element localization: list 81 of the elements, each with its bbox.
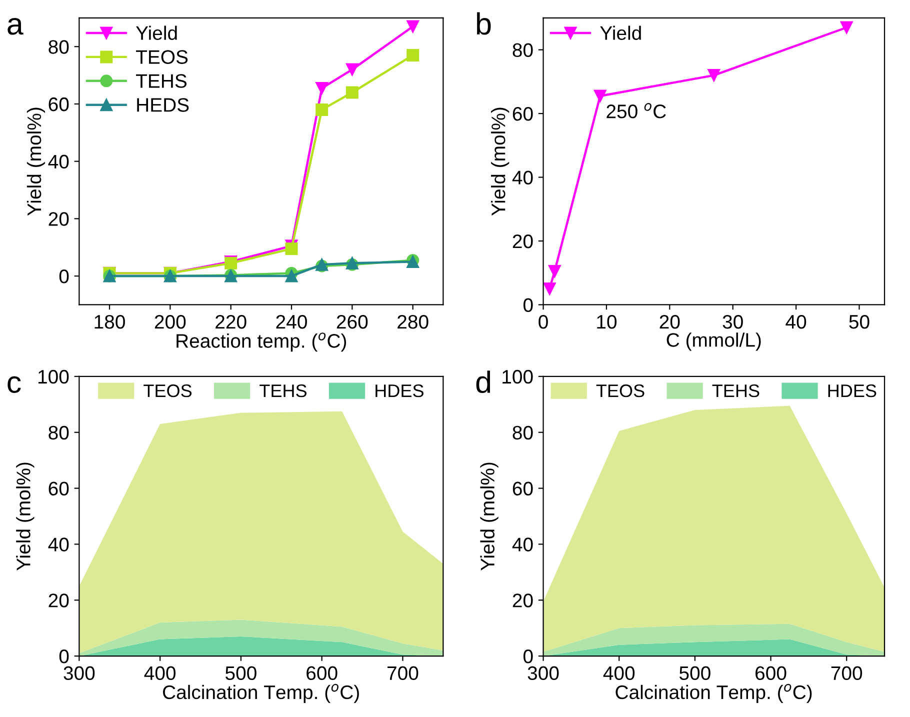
y-tick-label: 80 [512,43,533,58]
y-tick-label: 40 [48,154,69,169]
point [285,270,298,282]
y-tick-label: 60 [512,482,533,496]
point [285,242,298,256]
y-tick-label: 20 [48,212,69,226]
x-tick-label: 500 [679,666,710,680]
y-tick-label: 60 [512,106,533,121]
y-axis-title: Yield (mol%) [16,462,34,571]
point [346,63,358,76]
y-tick-label: 0 [523,650,533,664]
point [543,282,556,296]
x-tick-label: 600 [756,666,786,680]
x-tick-label: 600 [306,666,338,680]
y-tick-label: 60 [48,97,69,112]
legend-label: TEOS [136,50,188,64]
y-tick-label: 80 [48,426,69,440]
legend-label: HEDS [137,98,189,112]
y-tick-label: 20 [48,594,69,608]
legend-label: TEHS [712,384,760,398]
y-tick-label: 100 [502,370,533,384]
x-axis-title: Calcination Temp. ($^{o}$C) [162,684,359,704]
chart-title: d [476,370,490,394]
x-tick-label: 40 [786,314,806,329]
x-tick-label: 500 [226,666,256,680]
legend-label: HDES [376,384,424,398]
x-tick-label: 700 [831,666,862,680]
y-tick-label: 20 [512,234,533,248]
legend-label: Yield [136,26,177,40]
y-tick-label: 80 [48,40,69,54]
point [548,265,561,278]
annotation: 250 $^{o}$C [606,103,666,118]
legend-label: TEHS [136,74,187,88]
legend-label: HDES [828,384,876,398]
x-tick-label: 30 [722,314,743,329]
chart-title: c [8,376,21,394]
y-tick-label: 100 [38,370,69,384]
x-tick-label: 400 [144,666,176,680]
legend-label: TEHS [260,384,306,398]
y-axis-title: Yield (mol%) [491,108,510,216]
chart-title: b [476,12,491,35]
point [316,82,328,94]
y-tick-label: 80 [512,426,533,440]
y-tick-label: 0 [59,650,69,664]
x-tick-label: 20 [660,314,680,329]
y-tick-label: 60 [48,482,69,496]
y-tick-label: 20 [512,594,533,608]
x-tick-label: 300 [64,666,95,680]
x-tick-label: 300 [528,666,559,680]
legend-label: Yield [600,26,641,40]
point [346,86,358,99]
x-axis-title: C (mmol/L) [666,332,761,351]
chart-title: a [8,18,24,35]
series-label: TEOS [596,384,644,398]
x-tick-label: 220 [216,314,246,329]
x-axis-title: Calcination Temp. ($^{o}$C) [616,684,812,704]
x-tick-label: 280 [398,314,428,329]
y-axis-title: Yield (mol%) [480,462,498,571]
x-tick-label: 50 [849,314,870,329]
y-tick-label: 40 [512,170,533,184]
x-tick-label: 10 [597,314,617,329]
legend-label: TEOS [144,384,192,398]
point [594,90,606,102]
x-tick-label: 0 [538,314,548,329]
point [708,69,720,82]
y-tick-label: 0 [59,270,69,284]
x-tick-label: 200 [154,314,186,329]
point [406,48,420,62]
point [840,21,853,34]
x-tick-label: 240 [276,314,307,329]
x-tick-label: 180 [94,314,125,329]
x-axis-title: Reaction temp. ($^{o}$C) [176,332,346,352]
y-tick-label: 40 [512,538,533,552]
x-tick-label: 700 [388,666,418,680]
y-axis-title: Yield (mol%) [26,108,46,216]
point [406,20,420,33]
x-tick-label: 400 [603,666,635,680]
x-tick-label: 260 [336,314,368,329]
y-tick-label: 0 [523,298,533,312]
y-tick-label: 40 [48,538,69,552]
point [316,103,328,116]
